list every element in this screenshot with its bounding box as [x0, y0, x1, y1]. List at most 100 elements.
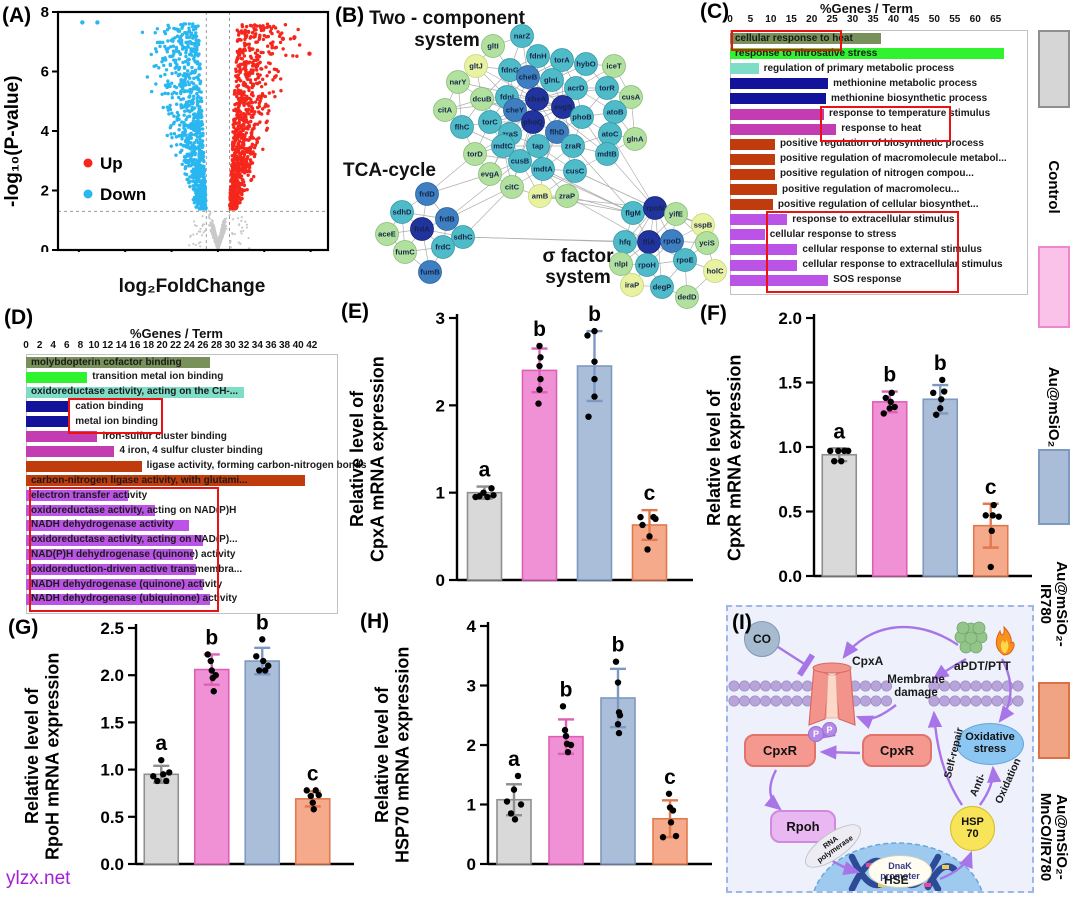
flame-icon [995, 625, 1015, 656]
network-nodes: narZ gltI gltJ fdnH torA hybO iceT narY fdnGcheB… [375, 24, 727, 309]
legend-label-1: Control [1044, 160, 1062, 214]
axis-tick: 24 [183, 340, 195, 351]
axis-tick: 15 [785, 14, 797, 25]
svg-text:3: 3 [467, 677, 476, 696]
svg-text:fumB: fumB [420, 268, 440, 277]
go-bar-label: electron transfer activity [31, 489, 148, 501]
go-bar [730, 108, 824, 120]
svg-text:mdtC: mdtC [493, 142, 513, 151]
svg-text:cusC: cusC [566, 167, 585, 176]
go-bar-label: 4 iron, 4 sulfur cluster binding [119, 445, 263, 457]
axis-tick: 40 [292, 340, 304, 351]
go-bar [26, 357, 210, 368]
highlight-box [68, 398, 163, 434]
panel-label-a: (A) [2, 4, 32, 27]
svg-text:iraP: iraP [625, 281, 639, 290]
go-bar-label: response to nitrosative stress [735, 47, 878, 59]
panel-hsp70: (H) Relative level of HSP70 mRNA expressi… [356, 608, 722, 899]
bar-Au@mSiO₂-IR780 [922, 398, 959, 577]
go-bar-label: oxidoreductase activity, acting on NAD(P… [31, 504, 237, 516]
cpxr-ylabel: Relative level of CpxR mRNA expression [704, 354, 745, 562]
svg-text:mdtB: mdtB [597, 150, 617, 159]
svg-text:citC: citC [505, 183, 520, 192]
cpxa-chart: 0 1 2 3 a b b c [436, 303, 693, 590]
go-bar-label: response to extracellular stimulus [792, 213, 955, 225]
axis-tick: 0 [23, 340, 29, 351]
go-bar [26, 475, 305, 487]
svg-text:aceE: aceE [378, 230, 396, 239]
rpoh-ylabel: Relative level of RpoH mRNA expression [22, 652, 63, 860]
axis-tick: 28 [210, 340, 223, 351]
axis-tick: 25 [826, 14, 838, 25]
svg-text:1.0: 1.0 [100, 761, 124, 780]
go-bar [730, 153, 775, 165]
sig-letter: b [588, 303, 601, 326]
legend-swatch-4 [1038, 682, 1070, 759]
svg-text:yifE: yifE [669, 210, 683, 219]
legend-swatch-1 [1038, 30, 1070, 108]
axis-tick: 14 [115, 340, 127, 351]
panel-label-g: (G) [8, 616, 39, 639]
svg-text:torC: torC [482, 118, 498, 127]
legend-swatch-3 [1038, 449, 1070, 525]
svg-text:flhC: flhC [455, 123, 470, 132]
svg-text:nlpI: nlpI [614, 260, 628, 269]
bar-Control [143, 773, 180, 865]
svg-text:cheB: cheB [519, 73, 538, 82]
axis-tick: 12 [102, 340, 114, 351]
panel-label-h: (H) [360, 610, 390, 633]
go-bp-axis-title: %Genes / Term [820, 1, 913, 16]
axis-tick: 2 [36, 340, 43, 351]
bar-Au@mSiO₂ [548, 735, 584, 865]
highlight-box [765, 211, 959, 293]
svg-text:gltJ: gltJ [469, 62, 483, 71]
go-bar [730, 184, 777, 195]
svg-text:glnL: glnL [544, 76, 560, 85]
axis-tick: 30 [224, 340, 236, 351]
axis-tick: 0 [727, 14, 733, 25]
svg-text:gltI: gltI [487, 42, 498, 51]
go-bar [26, 401, 71, 413]
svg-text:2: 2 [467, 736, 476, 755]
svg-text:tap: tap [532, 142, 544, 151]
svg-text:sdhD: sdhD [393, 208, 413, 217]
svg-text:frdD: frdD [419, 190, 435, 199]
go-bar-label: oxidoreduction-driven active transmembra… [31, 563, 243, 575]
membrane-damage-label: Membrane damage [887, 674, 945, 699]
go-bar-label: NADH dehydrogenase (quinone) activity [31, 578, 223, 590]
svg-text:cheA: cheA [528, 95, 547, 104]
axis-tick: 4 [50, 340, 56, 351]
svg-text:2: 2 [436, 396, 445, 415]
go-bar [26, 431, 98, 442]
svg-text:amB: amB [532, 192, 549, 201]
svg-text:dcuB: dcuB [473, 95, 493, 104]
axis-tick: 16 [129, 340, 141, 351]
svg-text:rpoH: rpoH [638, 261, 656, 270]
go-bar-label: regulation of primary metabolic process [763, 62, 955, 74]
go-bar [26, 445, 115, 457]
svg-text:frdA: frdA [414, 225, 430, 234]
svg-text:mdtA: mdtA [533, 165, 553, 174]
go-bar [730, 244, 798, 256]
cluster-title-two-component: Two - component system [369, 8, 525, 51]
go-bar-label: transition metal ion binding [92, 371, 224, 383]
phospho-badge-2: P [808, 726, 824, 742]
go-bar [730, 138, 775, 150]
go-bar-label: NAD(P)H dehydrogenase (quinone) activity [31, 548, 236, 560]
svg-text:1.0: 1.0 [778, 438, 802, 457]
go-bar [26, 593, 210, 605]
panel-network: (B) narZ gltI gltJ fdnH torA hybO iceT narY fdnG… [325, 0, 733, 318]
svg-text:rpoD: rpoD [663, 237, 681, 246]
bar-Control [466, 491, 503, 581]
axis-tick: 35 [867, 14, 879, 25]
cpxa-protein [808, 662, 856, 726]
axis-tick: 5 [747, 14, 754, 25]
svg-text:0.5: 0.5 [100, 808, 124, 827]
panel-label-b: (B) [335, 4, 365, 27]
svg-text:1.5: 1.5 [778, 374, 802, 393]
bar-Au@mSiO₂ [193, 668, 230, 865]
go-bar [730, 78, 829, 90]
svg-text:cusA: cusA [622, 93, 641, 102]
go-bar-label: response to temperature stimulus [829, 108, 991, 119]
svg-text:flhD: flhD [550, 128, 565, 137]
